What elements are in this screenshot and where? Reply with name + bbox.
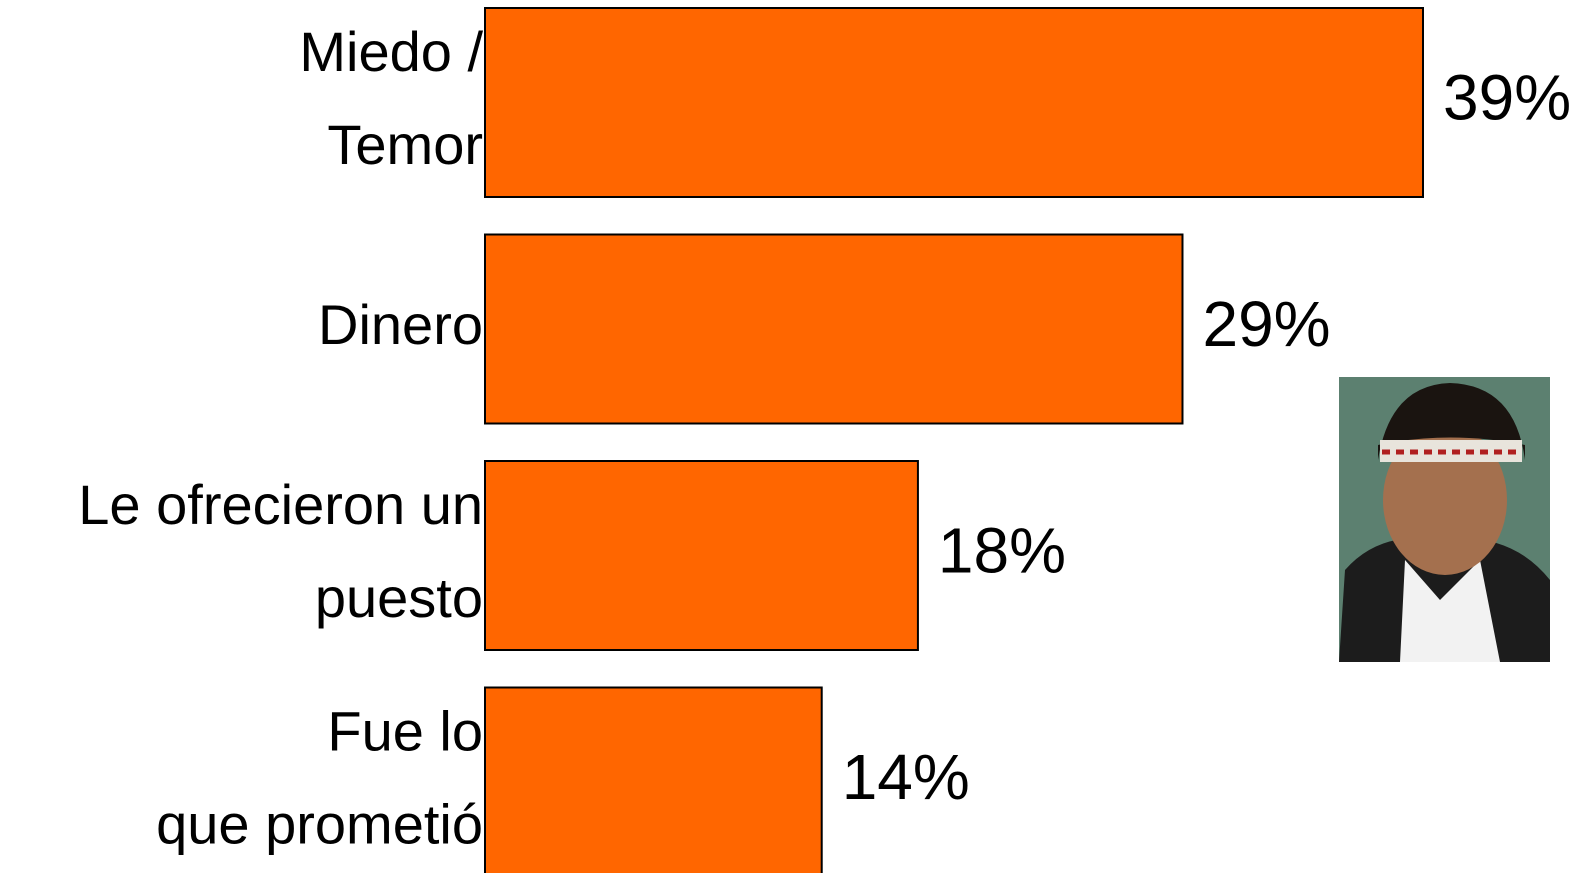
value-label: 14%: [842, 741, 970, 813]
photo: [1339, 377, 1550, 662]
category-label: Fue lo: [327, 699, 483, 762]
category-label: Dinero: [318, 293, 483, 356]
category-label: Le ofrecieron un: [78, 473, 483, 536]
category-label: que prometió: [156, 792, 483, 855]
category-label: Temor: [327, 113, 483, 176]
bar: [484, 233, 1184, 425]
bar: [484, 460, 919, 651]
value-label: 18%: [938, 514, 1066, 586]
bar: [484, 7, 1424, 198]
category-label: puesto: [315, 566, 483, 629]
category-label: Miedo /: [299, 20, 483, 83]
value-label: 29%: [1202, 288, 1330, 360]
bar: [484, 686, 823, 873]
value-label: 39%: [1443, 61, 1570, 133]
